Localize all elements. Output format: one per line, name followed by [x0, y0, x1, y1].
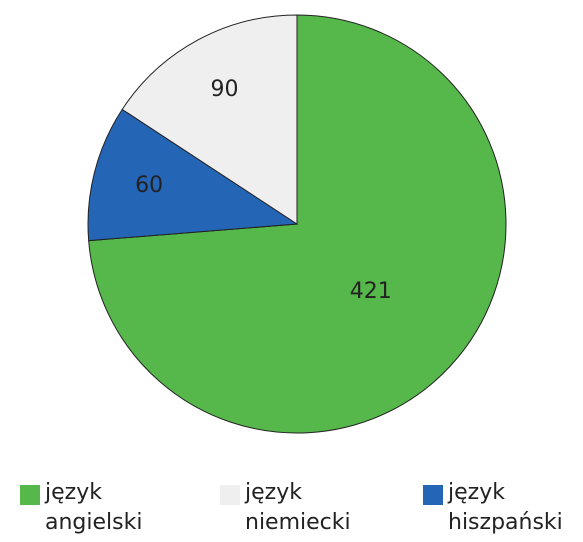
legend-item: język niemiecki — [220, 480, 370, 542]
legend-label: język niemiecki — [245, 480, 351, 535]
legend-swatch — [20, 485, 40, 505]
data-label: 60 — [135, 173, 163, 198]
pie-area: 421 60 90 — [87, 14, 507, 434]
pie-slice — [87, 108, 299, 242]
legend-swatch — [220, 485, 240, 505]
legend-item: język angielski — [20, 480, 170, 542]
data-label: 90 — [211, 77, 239, 102]
legend-item: język hiszpański — [423, 480, 573, 542]
pie-slice — [121, 14, 298, 225]
legend-label: język hiszpański — [448, 480, 563, 535]
legend-label: język angielski — [45, 480, 143, 535]
legend-swatch — [423, 485, 443, 505]
data-label: 421 — [350, 279, 392, 304]
